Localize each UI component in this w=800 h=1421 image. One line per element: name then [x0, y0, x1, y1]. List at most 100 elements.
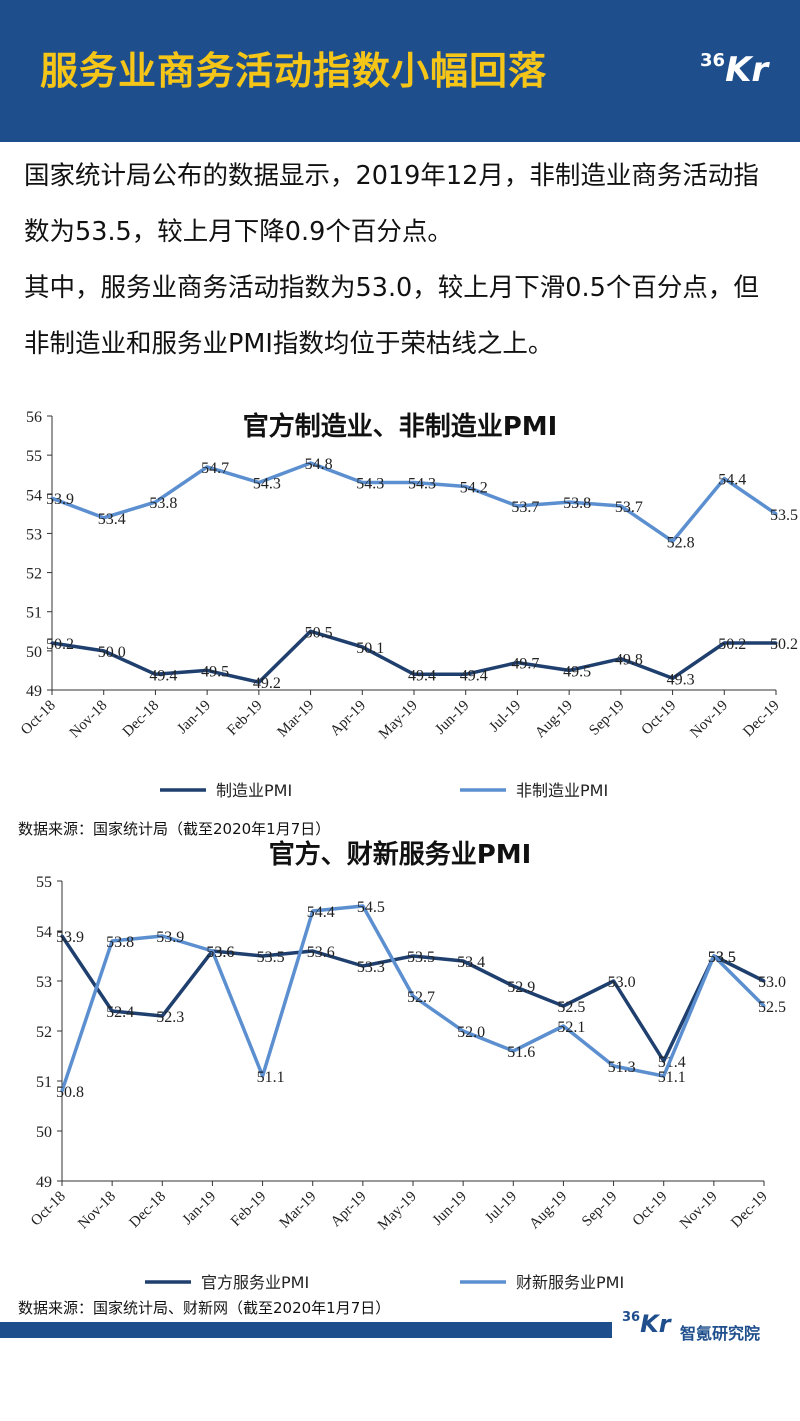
chart1-data-point: [257, 680, 261, 684]
chart1-x-tick-label: Dec-18: [120, 698, 163, 741]
chart2-data-point: [561, 1004, 565, 1008]
chart2-y-tick-label: 50: [36, 1124, 52, 1141]
chart2-x-tick-label: Jul-19: [482, 1189, 520, 1227]
chart2-x-tick-label: Feb-19: [228, 1189, 269, 1230]
footer-logo: 36Kr: [622, 1310, 671, 1338]
chart1-data-point: [619, 657, 623, 661]
logo-number: 36: [700, 50, 726, 71]
chart2-data-point: [261, 1074, 265, 1078]
chart1-data-label: 54.2: [460, 479, 488, 496]
chart1-data-point: [515, 504, 519, 508]
chart2-data-point: [712, 954, 716, 958]
chart2-data-point: [411, 994, 415, 998]
chart2-data-point: [662, 1059, 666, 1063]
chart2-data-label: 51.3: [608, 1059, 636, 1076]
footer-bar: [0, 1322, 612, 1338]
footer-logo-letters: Kr: [640, 1310, 671, 1338]
chart1-data-label: 49.5: [201, 663, 229, 680]
chart2-x-tick-label: Oct-19: [630, 1189, 671, 1230]
chart1-data-point: [153, 500, 157, 504]
chart1-title: 官方制造业、非制造业PMI: [243, 411, 558, 442]
chart2-data-label: 53.5: [257, 949, 285, 966]
chart1-data-point: [257, 481, 261, 485]
chart1-data-label: 49.4: [408, 667, 436, 684]
chart1-data-point: [205, 465, 209, 469]
chart2-data-label: 52.1: [557, 1019, 585, 1036]
chart1-data-point: [153, 672, 157, 676]
chart1-data-label: 50.1: [356, 640, 384, 657]
chart1-data-label: 50.2: [46, 636, 74, 653]
chart1-data-label: 49.4: [149, 667, 177, 684]
chart1-data-point: [464, 672, 468, 676]
chart2-x-tick-label: Dec-18: [127, 1189, 170, 1232]
chart2-y-tick-label: 53: [36, 974, 52, 991]
chart2-legend-label: 财新服务业PMI: [516, 1273, 624, 1292]
chart2-data-label: 53.6: [206, 944, 234, 961]
chart2-x-tick-label: Nov-19: [677, 1189, 721, 1233]
chart1-x-tick-label: Aug-19: [532, 698, 576, 742]
chart1-data-point: [567, 668, 571, 672]
chart1-data-point: [50, 496, 54, 500]
chart2-y-tick-label: 49: [36, 1174, 52, 1191]
chart1-data-point: [360, 481, 364, 485]
chart1-x-tick-label: Apr-19: [327, 698, 369, 740]
chart1-x-tick-label: May-19: [376, 698, 421, 743]
chart2-data-label: 51.1: [658, 1069, 686, 1086]
chart2-x-tick-label: Jun-19: [430, 1189, 470, 1229]
chart2-source: 数据来源：国家统计局、财新网（截至2020年1月7日）: [18, 1299, 391, 1317]
chart2-data-label: 53.5: [708, 949, 736, 966]
chart1-data-point: [722, 641, 726, 645]
chart2-data-label: 53.3: [357, 959, 385, 976]
chart1-data-point: [360, 645, 364, 649]
chart2-y-tick-label: 55: [36, 874, 52, 891]
intro-paragraph-2: 其中，服务业商务活动指数为53.0，较上月下滑0.5个百分点，但非制造业和服务业…: [24, 273, 759, 359]
chart2-data-point: [361, 904, 365, 908]
chart2-data-point: [411, 954, 415, 958]
chart2-x-tick-label: May-19: [375, 1189, 420, 1234]
chart1-x-tick-label: Jul-19: [486, 698, 524, 736]
chart2-data-label: 53.4: [457, 954, 485, 971]
chart1-legend-label: 制造业PMI: [216, 781, 292, 800]
chart1-source: 数据来源：国家统计局（截至2020年1月7日）: [18, 820, 331, 838]
chart1-data-point: [309, 629, 313, 633]
chart2-data-point: [60, 1089, 64, 1093]
chart2-data-point: [762, 979, 766, 983]
chart2-data-point: [261, 954, 265, 958]
chart2-data-point: [311, 949, 315, 953]
chart1-y-tick-label: 53: [26, 526, 42, 543]
chart2-y-tick-label: 54: [36, 924, 52, 941]
chart2-data-point: [461, 1029, 465, 1033]
chart2-y-tick-label: 51: [36, 1074, 52, 1091]
chart2-x-tick-label: Mar-19: [277, 1189, 320, 1232]
chart2-data-point: [60, 934, 64, 938]
chart1-data-label: 54.7: [201, 460, 229, 477]
chart1-data-label: 53.4: [98, 511, 126, 528]
chart1-data-label: 54.3: [356, 476, 384, 493]
chart2-x-tick-label: Nov-18: [75, 1189, 119, 1233]
chart1-y-tick-label: 49: [26, 683, 42, 700]
chart2-data-point: [110, 939, 114, 943]
chart2-x-tick-label: Oct-18: [28, 1189, 69, 1230]
chart2-data-point: [160, 1014, 164, 1018]
chart2-x-tick-label: Sep-19: [579, 1189, 620, 1230]
logo-letters: Kr: [725, 50, 769, 90]
chart2-data-label: 52.5: [758, 999, 786, 1016]
chart2-data-label: 54.4: [307, 904, 335, 921]
chart2-data-point: [461, 959, 465, 963]
chart1-data-point: [412, 672, 416, 676]
chart2-data-point: [762, 1004, 766, 1008]
chart1-data-label: 49.4: [460, 667, 488, 684]
chart2-data-label: 51.6: [507, 1044, 535, 1061]
chart1-x-tick-label: Mar-19: [274, 698, 317, 741]
chart1-data-label: 54.3: [408, 476, 436, 493]
chart2-data-label: 53.9: [156, 929, 184, 946]
chart1-x-tick-label: Oct-19: [639, 698, 680, 739]
chart1-x-tick-label: Oct-18: [18, 698, 59, 739]
chart1-data-label: 53.7: [615, 499, 643, 516]
chart1-y-tick-label: 51: [26, 605, 42, 622]
chart2-data-label: 53.0: [608, 974, 636, 991]
chart1-x-tick-label: Feb-19: [224, 698, 265, 739]
chart1-data-label: 54.4: [718, 472, 746, 489]
